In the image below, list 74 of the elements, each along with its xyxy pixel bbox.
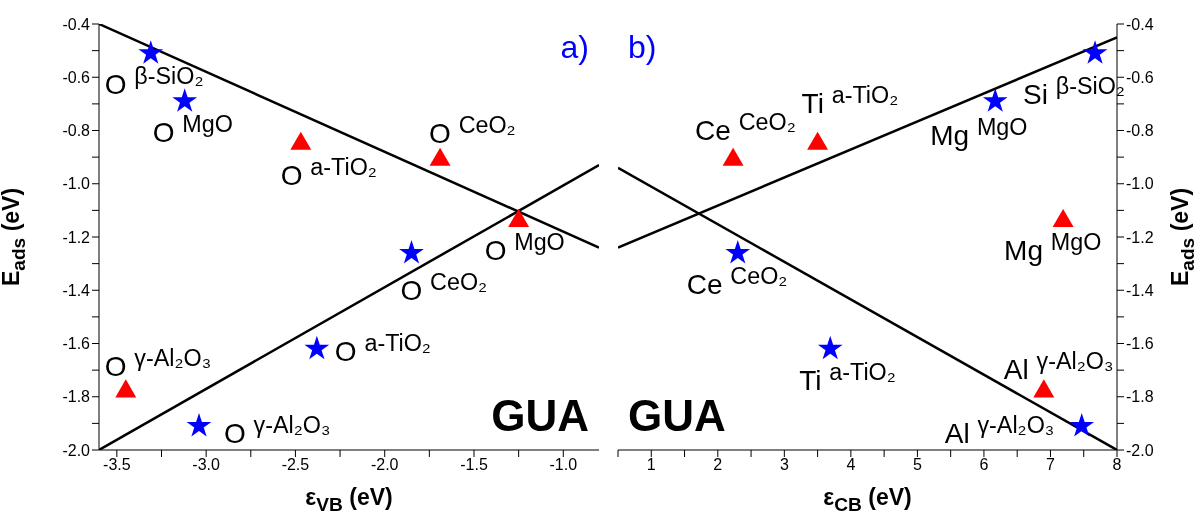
x-tick-label: -1.5 [460,456,488,474]
point [1033,379,1055,398]
point [290,131,312,150]
annotation: O $^{a-TiO₂}$ [280,153,377,191]
annotation: O $^{MgO}$ [152,111,233,149]
y-tick-label: -2.0 [62,441,91,459]
x-tick-label: 6 [979,456,989,474]
x-tick-label: -3.0 [192,456,221,474]
annotation: O $^{CeO₂}$ [429,111,516,149]
y-tick-label: -0.6 [62,68,91,86]
point [429,147,451,166]
point [1082,40,1108,64]
x-tick-label: 7 [1046,456,1056,474]
x-tick-label: 2 [713,456,723,474]
point [982,88,1008,112]
point [115,379,137,398]
point [1052,208,1074,228]
x-tick-label: -2.0 [370,456,399,474]
y-tick-label: -0.6 [1126,68,1154,86]
x-tick-label: 4 [846,456,856,474]
y-tick-label: -1.0 [1126,175,1154,193]
annotation: O $^{γ-Al₂O₃}$ [104,345,212,383]
y-tick-label: -1.6 [1126,335,1154,353]
y-tick-label: -1.2 [62,228,91,246]
y-tick-label: -1.4 [1126,281,1154,299]
y-tick-label: -1.8 [1126,388,1154,406]
point [186,413,212,437]
annotation: O $^{a-TiO₂}$ [334,329,431,367]
annotation: GUA [628,391,726,441]
y-tick-label: -0.4 [1126,15,1154,33]
annotation: Mg $^{MgO}$ [1004,228,1102,267]
x-tick-label: 5 [912,456,922,474]
y-tick-label: -0.4 [62,15,91,33]
point [725,239,751,264]
point [399,239,424,264]
annotation: Mg $^{MgO}$ [930,114,1028,152]
annotation: Ti $^{a-TiO₂}$ [801,81,899,119]
annotation: O $^{β-SiO₂}$ [104,63,204,101]
y-tick-label: -1.8 [62,388,91,406]
x-axis-title: ε$_{VB}$ (eV) [304,484,394,516]
annotation: b) [628,29,657,66]
x-tick-label: 1 [646,456,656,474]
y-tick-label: -1.0 [62,175,91,193]
annotation: Al $^{γ-Al₂O₃}$ [1003,348,1114,386]
point [817,335,843,360]
point [172,88,198,112]
annotation: Ti $^{a-TiO₂}$ [799,358,896,396]
x-tick-label: 3 [779,456,789,474]
x-tick-label: -3.5 [103,456,131,474]
point [138,40,164,64]
annotation: GUA [491,391,589,441]
point [722,147,744,166]
annotation: O $^{γ-Al₂O₃}$ [224,411,331,450]
annotation: a) [560,29,589,66]
y-tick-label: -2.0 [1126,441,1154,459]
y-tick-label: -0.8 [1126,122,1154,140]
x-axis-title: ε$_{CB}$ (eV) [822,484,913,516]
point [304,335,330,360]
point [807,131,829,150]
annotation: Si $^{β-SiO₂}$ [1023,73,1125,111]
point [508,208,530,228]
point [1069,413,1095,437]
y-tick-label: -1.2 [1126,228,1154,246]
y-tick-label: -1.4 [62,281,91,299]
annotation: Ce $^{CeO₂}$ [686,262,788,301]
annotation: O $^{MgO}$ [484,228,565,267]
x-tick-label: -1.0 [549,456,578,474]
annotation: O $^{CeO₂}$ [400,268,488,307]
x-tick-label: 8 [1112,456,1122,474]
annotation: Al $^{γ-Al₂O₃}$ [944,411,1055,450]
x-tick-label: -2.5 [281,456,310,474]
y-tick-label: -1.6 [62,335,91,353]
y-tick-label: -0.8 [62,122,91,140]
annotation: Ce $^{CeO₂}$ [695,108,796,146]
